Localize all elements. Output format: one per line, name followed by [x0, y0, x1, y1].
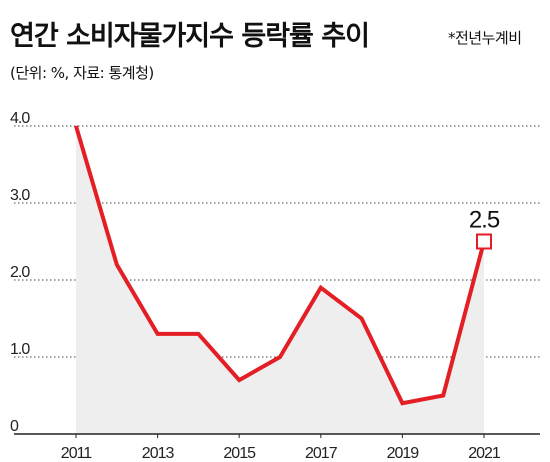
series-line: [74, 125, 486, 406]
y-tick-label: 4.0: [10, 110, 30, 127]
chart-subtitle: (단위: %, 자료: 통계청): [10, 64, 154, 82]
data-point-highlight: [476, 233, 492, 250]
x-tick-label: 2013: [142, 445, 175, 462]
x-tick-label: 2021: [468, 445, 501, 462]
y-tick-label: 1.0: [10, 341, 30, 358]
data-label: 2.5: [469, 207, 500, 234]
x-tick-label: 2015: [223, 445, 256, 462]
y-tick-label: 2.0: [10, 264, 30, 281]
x-tick-label: 2017: [305, 445, 338, 462]
chart-title: 연간 소비자물가지수 등락률 추이: [10, 21, 370, 52]
area-fill: [76, 126, 484, 434]
chart-note: *전년누계비: [448, 29, 522, 47]
x-tick-label: 2019: [387, 445, 420, 462]
x-tick-label: 2011: [61, 445, 93, 462]
y-tick-label: 3.0: [10, 187, 30, 204]
y-tick-label: 0: [10, 418, 19, 435]
